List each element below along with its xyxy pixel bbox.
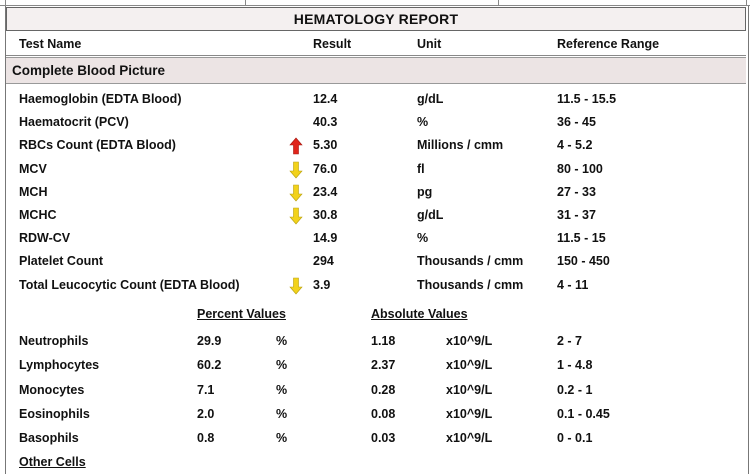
arrow-down-icon [289,207,303,225]
top-table-edge [0,0,750,6]
percent-value: 29.9 [197,334,222,348]
test-row: RDW-CV 14.9% 11.5 - 15 [0,228,750,248]
test-name: Haemoglobin (EDTA Blood) [19,92,182,106]
header-divider [6,55,746,56]
absolute-unit: x10^9/L [446,358,493,373]
absolute-value: 0.28 [371,382,396,397]
test-name: RBCs Count (EDTA Blood) [19,138,176,153]
absolute-values-header: Absolute Values [371,307,468,321]
percent-unit: % [276,431,288,446]
differential-row: Monocytes 7.1% 0.28 x10^9/L 0.2 - 1 [0,380,750,400]
absolute-unit: x10^9/L [446,382,493,397]
test-reference-range: 27 - 33 [557,184,596,199]
test-unit: Thousands / cmm [417,277,524,292]
percent-value: 2.0 [197,406,215,421]
test-name: Platelet Count [19,254,104,269]
test-row: MCV 76.0 fl 80 - 100 [0,159,750,179]
differential-row: Eosinophils 2.0% 0.08 x10^9/L 0.1 - 0.45 [0,404,750,424]
reference-range: 2 - 7 [557,334,583,348]
test-unit: Millions / cmm [417,138,504,153]
arrow-up-icon [289,137,303,155]
cell-type: Basophils [19,431,79,446]
reference-range: 0.1 - 0.45 [557,406,610,421]
section-title: Complete Blood Picture [6,57,746,84]
test-result: 14.9 [313,231,338,246]
column-header-unit: Unit [417,37,442,51]
absolute-unit: x10^9/L [446,334,493,348]
test-unit: fl [417,161,425,176]
percent-unit: % [276,382,288,397]
test-reference-range: 11.5 - 15 [557,231,606,246]
percent-value: 0.8 [197,431,215,446]
test-unit: Thousands / cmm [417,254,524,269]
differential-row: Basophils 0.8% 0.03 x10^9/L 0 - 0.1 [0,428,750,448]
test-reference-range: 80 - 100 [557,161,603,176]
absolute-value: 0.08 [371,406,396,421]
test-row: Total Leucocytic Count (EDTA Blood) 3.9 Th… [0,275,750,295]
absolute-unit: x10^9/L [446,406,493,421]
cell-type: Neutrophils [19,334,89,348]
test-result: 30.8 [313,208,338,222]
absolute-value: 1.18 [371,334,396,348]
test-result: 76.0 [313,161,338,176]
percent-values-header: Percent Values [197,307,286,321]
test-reference-range: 31 - 37 [557,208,596,222]
test-row: Haematocrit (PCV) 40.3% 36 - 45 [0,112,750,132]
absolute-value: 0.03 [371,431,396,446]
test-name: Total Leucocytic Count (EDTA Blood) [19,277,240,292]
reference-range: 1 - 4.8 [557,358,593,373]
percent-unit: % [276,406,288,421]
test-name: MCHC [19,208,57,222]
test-reference-range: 36 - 45 [557,115,596,130]
cell-type: Monocytes [19,382,85,397]
column-header-result: Result [313,37,352,51]
test-result: 23.4 [313,184,338,199]
report-title: HEMATOLOGY REPORT [6,7,746,31]
test-result: 294 [313,254,334,269]
test-unit: g/dL [417,92,444,106]
test-reference-range: 4 - 11 [557,277,589,292]
test-unit: pg [417,184,433,199]
test-unit: % [417,231,429,246]
percent-unit: % [276,358,288,373]
arrow-down-icon [289,184,303,202]
test-reference-range: 4 - 5.2 [557,138,593,153]
test-reference-range: 11.5 - 15.5 [557,92,617,106]
column-header-test-name: Test Name [19,37,82,51]
test-name: Haematocrit (PCV) [19,115,129,130]
absolute-unit: x10^9/L [446,431,493,446]
test-row: MCHC 30.8 g/dL 31 - 37 [0,205,750,225]
test-row: MCH 23.4 pg 27 - 33 [0,182,750,202]
cell-type: Lymphocytes [19,358,100,373]
test-result: 40.3 [313,115,338,130]
report-frame [5,6,749,474]
arrow-down-icon [289,277,303,295]
test-result: 5.30 [313,138,338,153]
test-result: 12.4 [313,92,338,106]
test-name: MCH [19,184,48,199]
test-unit: g/dL [417,208,444,222]
test-reference-range: 150 - 450 [557,254,610,269]
test-row: Haemoglobin (EDTA Blood) 12.4 g/dL 11.5 - 1… [0,89,750,109]
other-cells-heading: Other Cells [19,455,86,469]
test-row: RBCs Count (EDTA Blood) 5.30 Millions / cm… [0,135,750,155]
percent-value: 7.1 [197,382,215,397]
absolute-value: 2.37 [371,358,396,373]
cell-type: Eosinophils [19,406,90,421]
test-result: 3.9 [313,277,331,292]
differential-row: Lymphocytes 60.2% 2.37 x10^9/L 1 - 4.8 [0,355,750,375]
test-name: MCV [19,161,47,176]
percent-value: 60.2 [197,358,222,373]
reference-range: 0.2 - 1 [557,382,593,397]
arrow-down-icon [289,161,303,179]
percent-unit: % [276,334,288,348]
column-header-reference-range: Reference Range [557,37,660,51]
differential-row: Neutrophils 29.9% 1.18 x10^9/L 2 - 7 [0,331,750,351]
test-name: RDW-CV [19,231,71,246]
reference-range: 0 - 0.1 [557,431,593,446]
test-unit: % [417,115,429,130]
test-row: Platelet Count 294 Thousands / cmm 150 - 45… [0,251,750,271]
